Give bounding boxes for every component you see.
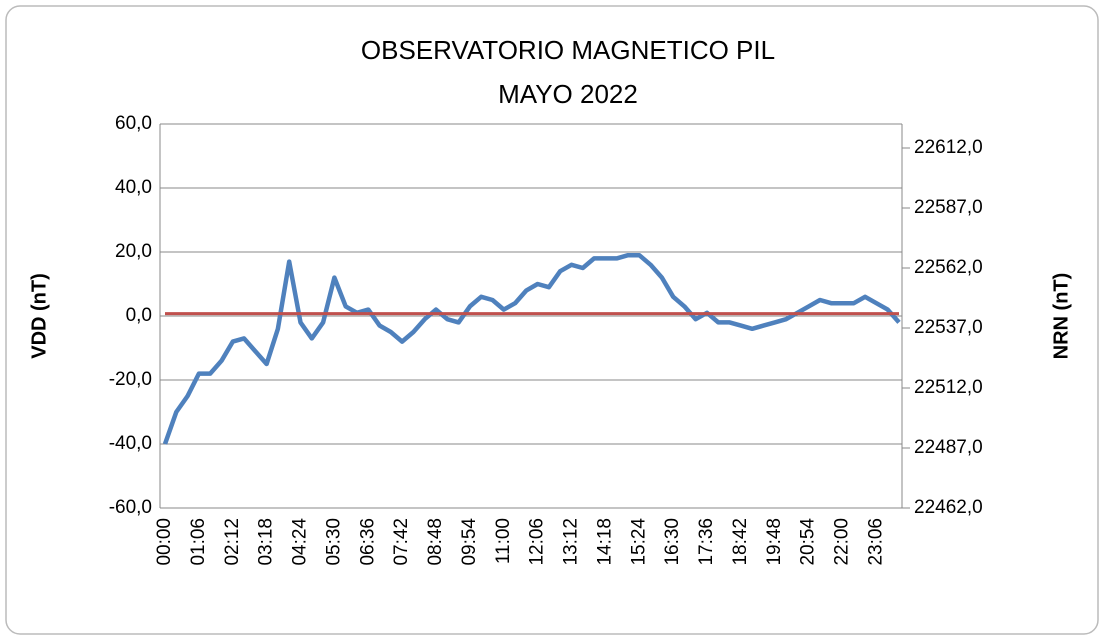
- y2-axis-title: NRN (nT): [1050, 273, 1072, 360]
- y2-tick-label: 22512,0: [914, 377, 983, 398]
- y-tick-label: -60,0: [109, 497, 152, 518]
- y2-tick-label: 22487,0: [914, 437, 983, 458]
- x-tick-label: 22:00: [832, 518, 853, 566]
- chart-title: OBSERVATORIO MAGNETICO PIL: [361, 35, 775, 65]
- x-tick-label: 03:18: [256, 518, 277, 566]
- y-tick-label: 60,0: [115, 113, 152, 134]
- series-line: [162, 252, 901, 445]
- y-tick-label: -40,0: [109, 433, 152, 454]
- x-tick-label: 17:36: [696, 518, 717, 566]
- y-tick-label: -20,0: [109, 369, 152, 390]
- y2-tick-label: 22537,0: [914, 317, 983, 338]
- x-tick-label: 23:06: [865, 518, 886, 566]
- x-tick-label: 04:24: [290, 518, 311, 566]
- x-tick-label: 07:42: [391, 518, 412, 566]
- y2-tick-label: 22462,0: [914, 497, 983, 518]
- x-tick-label: 15:24: [628, 518, 649, 566]
- x-tick-label: 16:30: [662, 518, 683, 566]
- x-tick-label: 00:00: [154, 518, 175, 566]
- x-tick-label: 20:54: [798, 518, 819, 566]
- chart-frame: [5, 5, 1099, 635]
- x-tick-label: 05:30: [323, 518, 344, 566]
- x-tick-label: 06:36: [357, 518, 378, 566]
- y-tick-label: 20,0: [115, 241, 152, 262]
- x-tick-label: 11:00: [493, 518, 514, 564]
- x-tick-label: 09:54: [459, 518, 480, 566]
- y-tick-label: 0,0: [126, 305, 152, 326]
- x-tick-label: 01:06: [188, 518, 209, 566]
- x-tick-label: 18:42: [730, 518, 751, 566]
- x-tick-label: 12:06: [527, 518, 548, 566]
- y2-tick-label: 22562,0: [914, 257, 983, 278]
- y-tick-label: 40,0: [115, 177, 152, 198]
- x-tick-label: 08:48: [425, 518, 446, 566]
- y2-tick-label: 22612,0: [914, 137, 983, 158]
- y-axis-title: VDD (nT): [28, 273, 50, 359]
- chart-subtitle: MAYO 2022: [498, 79, 638, 109]
- x-tick-label: 13:12: [561, 518, 582, 566]
- x-tick-label: 19:48: [764, 518, 785, 566]
- y2-tick-label: 22587,0: [914, 197, 983, 218]
- x-tick-label: 14:18: [594, 518, 615, 566]
- x-tick-label: 02:12: [222, 518, 243, 566]
